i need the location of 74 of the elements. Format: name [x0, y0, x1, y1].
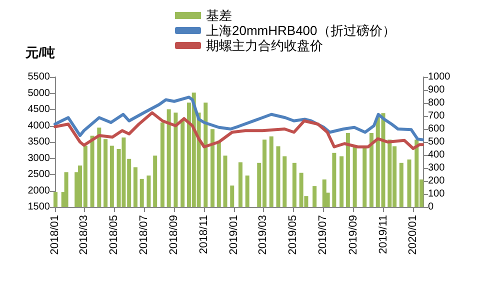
x-tick-label: 2019/11: [377, 215, 390, 254]
y-tick-label: 2000: [28, 185, 50, 196]
y-tick-label: 2500: [28, 169, 50, 180]
x-tick-label: 2019/05: [286, 215, 299, 255]
x-tick-label: 2019/01: [228, 215, 240, 255]
y2-tick-label: 1000: [428, 72, 451, 82]
bar: [238, 162, 242, 207]
legend-label: 上海20mmHRB400（折过磅价）: [206, 23, 396, 38]
legend-label: 期螺主力合约收盘价: [206, 38, 323, 53]
bar: [133, 167, 138, 207]
bar: [352, 146, 357, 207]
y2-tick-label: 400: [428, 150, 446, 160]
bar: [362, 146, 367, 207]
x-tick-label: 2018/07: [138, 215, 150, 255]
x-tick-label: 2019/07: [316, 215, 329, 255]
bar: [346, 133, 350, 207]
line-series: [54, 111, 424, 150]
y2-tick-label: 900: [428, 84, 446, 96]
bar: [312, 186, 317, 207]
y-tick-label: 4500: [28, 104, 50, 115]
bar: [64, 172, 68, 207]
bar: [340, 156, 344, 207]
bar: [332, 152, 336, 207]
bar: [180, 119, 185, 207]
y-tick-label: 4000: [28, 120, 50, 132]
bar: [204, 102, 208, 207]
y2-tick-label: 300: [428, 162, 446, 174]
y-tick-label: 3500: [28, 136, 50, 148]
bar: [160, 122, 164, 207]
bar: [322, 179, 326, 207]
bar: [174, 112, 178, 207]
bar: [245, 176, 250, 207]
x-tick-label: 2018/01: [49, 215, 61, 255]
bar: [230, 186, 234, 207]
y-tick-label: 5500: [28, 72, 50, 82]
x-tick-label: 2020/01: [407, 215, 420, 255]
bar: [276, 146, 280, 207]
bar: [407, 160, 412, 207]
y2-tick-label: 0: [428, 202, 434, 212]
x-tick-label: 2018/09: [168, 215, 180, 255]
y2-tick-label: 100: [428, 188, 446, 200]
y-tick-label: 1500: [28, 202, 50, 212]
bar: [146, 176, 151, 207]
bar: [282, 156, 287, 207]
y2-tick-label: 800: [428, 98, 446, 108]
bar: [369, 133, 374, 207]
bar: [269, 136, 274, 207]
bar: [110, 146, 114, 207]
bar: [53, 192, 58, 207]
x-tick-label: 2018/05: [108, 215, 120, 255]
y-tick-label: 3000: [28, 152, 50, 164]
bar: [399, 162, 404, 207]
y-tick-label: 5000: [28, 88, 50, 99]
y-axis-title: 元/吨: [24, 45, 55, 60]
bar: [292, 162, 296, 207]
y2-tick-label: 200: [428, 176, 446, 186]
legend-label: 基差: [206, 8, 232, 23]
bar: [223, 156, 228, 207]
bar: [90, 136, 94, 207]
bar: [153, 156, 158, 207]
bar: [166, 109, 171, 207]
x-tick-label: 2018/11: [198, 215, 210, 254]
y2-tick-label: 600: [428, 124, 446, 134]
bar: [210, 129, 215, 207]
x-tick-label: 2019/09: [347, 215, 360, 255]
bar: [97, 128, 102, 207]
x-tick-label: 2019/03: [257, 215, 270, 255]
y2-tick-label: 500: [428, 136, 446, 148]
x-tick-label: 2018/03: [78, 215, 90, 255]
bar: [140, 178, 144, 207]
line-series: [54, 96, 424, 142]
bar: [104, 139, 108, 207]
y2-tick-label: 700: [428, 110, 446, 122]
bar: [216, 140, 221, 207]
